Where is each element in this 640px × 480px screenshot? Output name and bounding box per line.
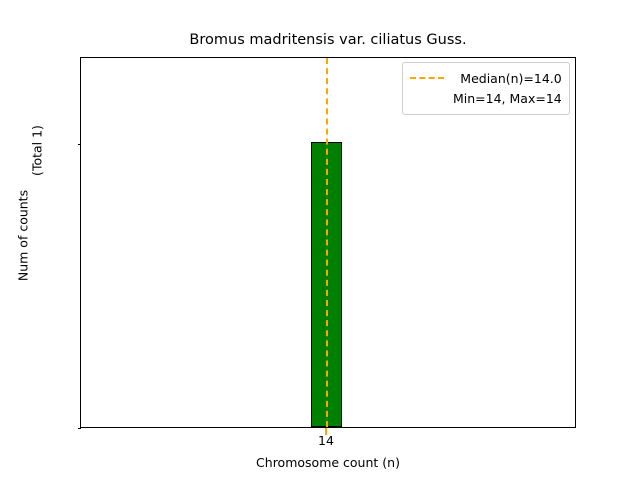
x-tick-label-14: 14 (318, 433, 334, 448)
y-axis-label: Num of counts (15, 189, 31, 282)
legend-item-minmax: Min=14, Max=14 (410, 88, 562, 108)
y-tick-mark-1 (77, 144, 81, 145)
median-line-stub (325, 428, 327, 435)
plot-inner (81, 58, 575, 427)
y-axis-label-total: (Total 1) (29, 125, 45, 176)
chart-title: Bromus madritensis var. ciliatus Guss. (189, 32, 467, 48)
legend-item-median: Median(n)=14.0 (410, 68, 562, 88)
legend: Median(n)=14.0 Min=14, Max=14 (402, 62, 570, 115)
plot-area (77, 57, 576, 429)
y-tick-mark-0 (77, 428, 81, 429)
dashed-line-icon (410, 77, 444, 79)
median-line (326, 58, 328, 427)
x-axis-label: Chromosome count (n) (256, 455, 400, 470)
legend-label-minmax: Min=14, Max=14 (453, 90, 562, 106)
legend-label-median: Median(n)=14.0 (460, 70, 562, 86)
